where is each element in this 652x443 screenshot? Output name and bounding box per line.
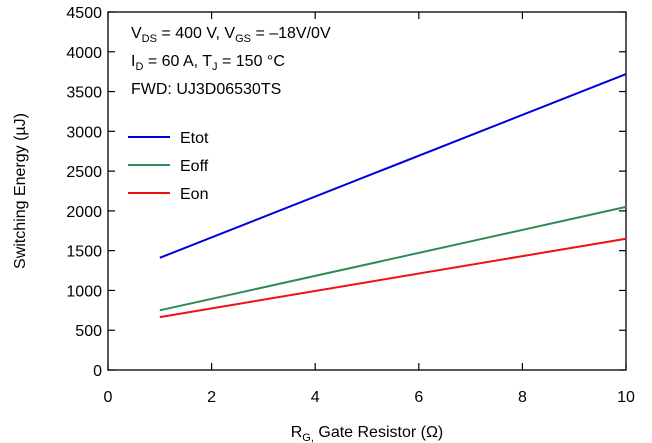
y-tick-label: 3000 — [66, 124, 102, 141]
series-lines — [159, 73, 627, 319]
legend: Etot Eoff Eon — [128, 130, 209, 203]
y-tick-label: 3500 — [66, 85, 102, 102]
plot-frame — [107, 11, 627, 371]
x-tick-label: 10 — [617, 389, 635, 406]
x-tick-label: 0 — [104, 389, 113, 406]
series-line-eoff — [159, 205, 627, 312]
x-tick-label: 6 — [414, 389, 423, 406]
series-line-eon — [159, 237, 627, 319]
y-tick-label: 1000 — [66, 283, 102, 300]
x-axis-label: RG, Gate Resistor (Ω) — [291, 424, 444, 443]
y-tick-label: 2000 — [66, 204, 102, 221]
y-axis-label: Switching Energy (µJ) — [12, 113, 29, 269]
y-tick-label: 1500 — [66, 244, 102, 261]
annotation-line-3: FWD: UJ3D06530TS — [131, 81, 281, 98]
y-tick-label: 4000 — [66, 45, 102, 62]
y-tick-label: 4500 — [66, 5, 102, 22]
legend-label-eon: Eon — [180, 186, 208, 203]
legend-label-eoff: Eoff — [180, 158, 209, 175]
series-line-etot — [159, 73, 627, 259]
legend-label-etot: Etot — [180, 130, 209, 147]
y-tick-label: 0 — [93, 363, 102, 380]
annotation-line-2: ID = 60 A, TJ = 150 °C — [131, 53, 285, 73]
x-tick-label: 2 — [207, 389, 216, 406]
annotation-line-1: VDS = 400 V, VGS = –18V/0V — [131, 25, 331, 45]
axis-ticks: 0 500 1000 1500 2000 2500 3000 3500 4000 4500 0 2 4 6… — [66, 5, 635, 406]
x-tick-label: 8 — [518, 389, 527, 406]
y-tick-label: 500 — [75, 323, 102, 340]
x-tick-label: 4 — [311, 389, 320, 406]
y-tick-label: 2500 — [66, 164, 102, 181]
